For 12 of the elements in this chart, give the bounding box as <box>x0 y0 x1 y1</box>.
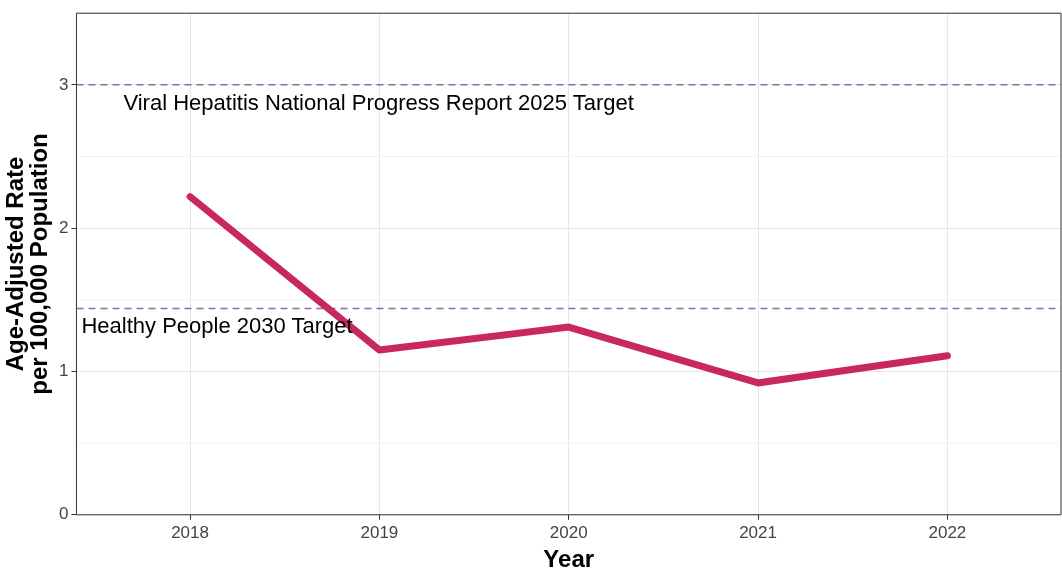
x-tick-label: 2022 <box>928 522 967 542</box>
y-tick-label: 1 <box>58 361 69 381</box>
x-axis-title: Year <box>543 545 595 573</box>
y-axis-title: Age-Adjusted Rate per 100,000 Population <box>0 133 52 395</box>
x-tick-label: 2020 <box>549 522 588 542</box>
x-tick-label: 2018 <box>171 522 209 542</box>
y-tick-label: 2 <box>58 217 69 237</box>
x-tick-label: 2019 <box>360 522 399 542</box>
ref-line-label: Viral Hepatitis National Progress Report 2025 Target <box>123 89 634 115</box>
y-tick-label: 0 <box>58 504 69 524</box>
x-tick-label: 2021 <box>739 522 777 542</box>
y-tick-label: 3 <box>58 74 69 94</box>
